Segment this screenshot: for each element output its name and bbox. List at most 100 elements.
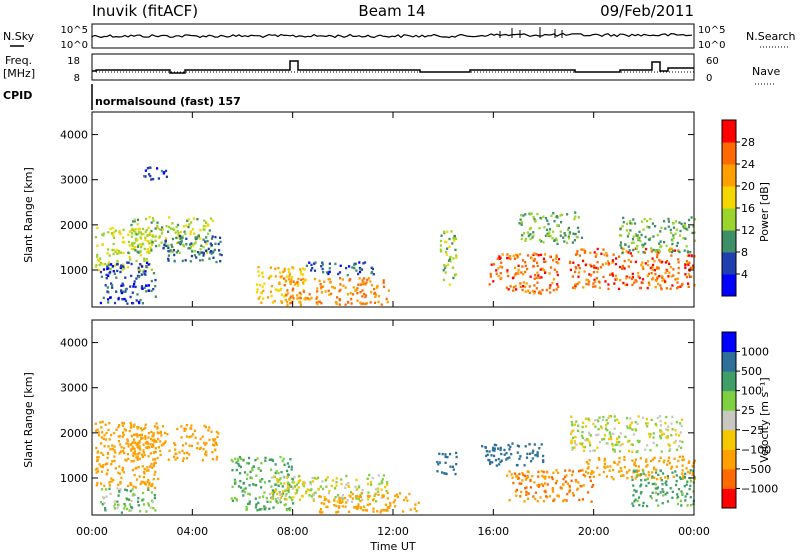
range-cell: [574, 285, 577, 288]
range-cell: [234, 479, 237, 483]
range-cell: [568, 486, 571, 489]
range-cell: [144, 236, 147, 239]
range-cell: [135, 277, 138, 280]
range-cell: [524, 478, 527, 481]
range-cell: [620, 474, 623, 478]
range-cell: [562, 477, 565, 481]
range-cell: [196, 447, 199, 450]
range-cell: [335, 477, 338, 480]
range-cell: [516, 474, 519, 477]
range-cell: [208, 229, 211, 232]
range-cell: [536, 451, 539, 454]
range-cell: [588, 459, 591, 462]
range-cell: [203, 424, 206, 428]
range-cell: [231, 485, 234, 488]
range-cell: [534, 219, 537, 222]
range-cell: [612, 477, 615, 481]
range-cell: [308, 261, 311, 264]
range-cell: [637, 237, 640, 241]
range-cell: [117, 252, 120, 255]
range-cell: [679, 477, 682, 481]
range-cell: [186, 451, 189, 454]
range-cell: [589, 449, 592, 453]
range-cell: [636, 499, 639, 503]
range-cell: [576, 282, 579, 286]
range-cell: [641, 220, 644, 223]
range-cell: [127, 442, 130, 446]
range-cell: [258, 283, 262, 287]
range-cell: [108, 487, 111, 490]
range-cell: [564, 469, 567, 472]
colorbar-tick-label: 25: [741, 404, 755, 417]
range-cell: [690, 254, 693, 257]
range-cell: [176, 456, 179, 460]
range-cell: [579, 484, 582, 488]
range-cell: [664, 271, 667, 275]
range-cell: [113, 455, 116, 458]
range-cell: [631, 276, 634, 279]
range-cell: [141, 455, 144, 458]
range-cell: [300, 278, 303, 281]
range-cell: [141, 481, 144, 484]
range-cell: [514, 284, 517, 288]
range-cell: [679, 422, 682, 425]
range-cell: [131, 291, 134, 294]
range-cell: [659, 436, 662, 440]
range-cell: [191, 433, 195, 436]
range-cell: [142, 491, 145, 495]
power-scatter: [94, 166, 697, 307]
range-cell: [305, 264, 308, 267]
cpid-label: CPID: [3, 89, 32, 102]
range-cell: [293, 476, 296, 479]
range-cell: [539, 253, 543, 257]
range-cell: [291, 276, 294, 279]
range-cell: [344, 505, 347, 508]
range-cell: [268, 458, 271, 461]
range-cell: [152, 235, 155, 238]
range-cell: [590, 500, 593, 503]
range-cell: [540, 470, 543, 473]
range-cell: [592, 449, 595, 452]
range-cell: [193, 254, 196, 257]
range-cell: [242, 494, 245, 497]
range-cell: [676, 493, 679, 496]
range-cell: [639, 485, 642, 488]
range-cell: [639, 473, 642, 476]
range-cell: [603, 253, 606, 257]
range-cell: [539, 268, 542, 271]
range-cell: [98, 463, 101, 466]
range-cell: [179, 236, 182, 239]
range-cell: [183, 429, 186, 432]
range-cell: [268, 480, 271, 483]
range-cell: [377, 300, 380, 304]
range-cell: [361, 498, 364, 501]
range-cell: [327, 272, 330, 276]
range-cell: [119, 450, 122, 453]
range-cell: [202, 252, 206, 255]
range-cell: [133, 451, 136, 454]
range-cell: [494, 458, 497, 462]
range-cell: [150, 279, 153, 283]
range-cell: [113, 301, 117, 305]
range-cell: [667, 225, 670, 228]
range-cell: [138, 475, 141, 478]
range-cell: [279, 288, 282, 291]
range-cell: [147, 240, 150, 243]
range-cell: [652, 432, 655, 435]
range-cell: [187, 218, 190, 221]
range-cell: [133, 242, 136, 245]
range-cell: [583, 270, 586, 273]
range-cell: [570, 479, 573, 482]
range-cell: [493, 443, 496, 447]
range-cell: [489, 272, 492, 276]
range-cell: [576, 226, 580, 230]
range-cell: [321, 267, 324, 271]
range-cell: [644, 262, 647, 265]
range-cell: [299, 303, 302, 307]
range-cell: [287, 481, 290, 484]
range-cell: [277, 496, 280, 500]
range-cell: [674, 470, 677, 473]
nsky-tick-top: 10^5: [61, 25, 88, 36]
range-cell: [292, 280, 295, 283]
